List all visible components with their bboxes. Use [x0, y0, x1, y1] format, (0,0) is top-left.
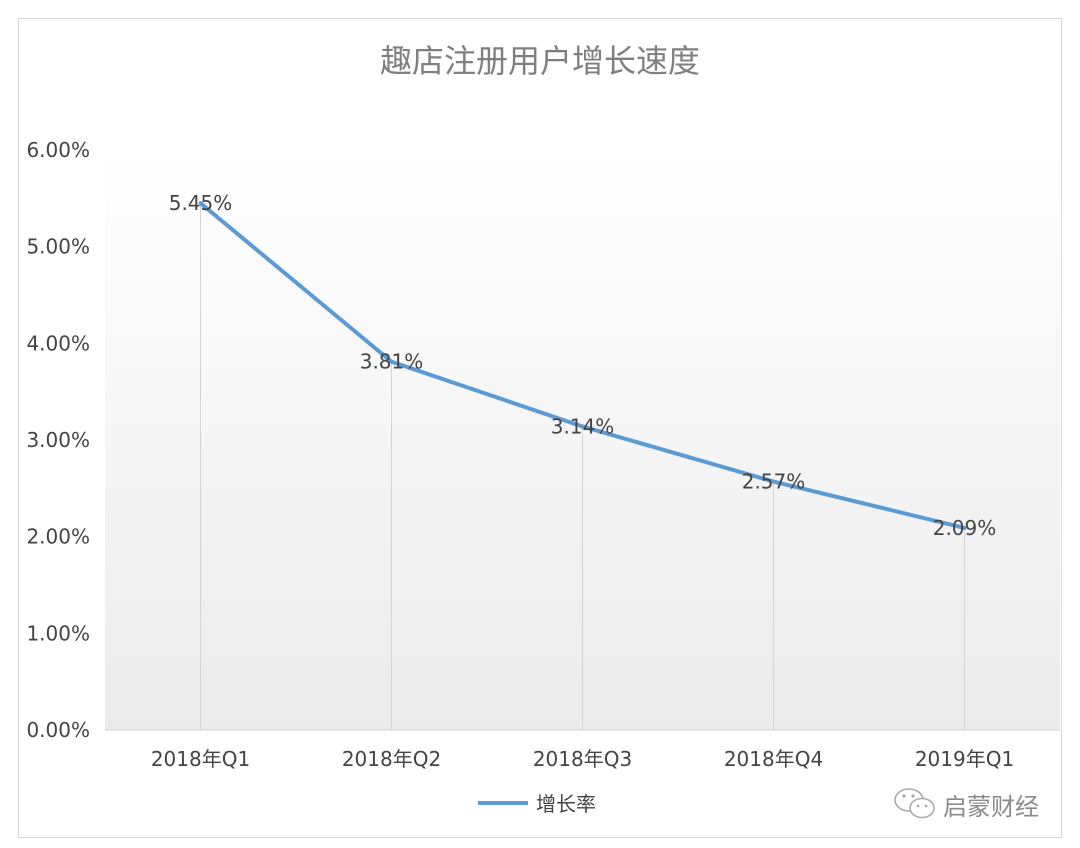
y-tick-label: 5.00% [26, 235, 90, 259]
watermark-text: 启蒙财经 [943, 792, 1039, 821]
y-tick-label: 2.00% [26, 525, 90, 549]
y-tick-label: 6.00% [26, 138, 90, 162]
x-tick-label: 2018年Q4 [724, 747, 823, 771]
data-point [962, 525, 967, 530]
data-label: 3.81% [360, 350, 424, 374]
wechat-icon [894, 788, 935, 819]
y-tick-label: 0.00% [26, 718, 90, 742]
legend: 增长率 [478, 792, 596, 816]
x-tick-label: 2018年Q2 [342, 747, 441, 771]
x-tick-label: 2018年Q3 [533, 747, 632, 771]
data-point [580, 424, 585, 429]
y-tick-label: 3.00% [26, 428, 90, 452]
data-label: 2.57% [742, 470, 806, 494]
x-tick-label: 2019年Q1 [915, 747, 1014, 771]
data-point [389, 359, 394, 364]
x-tick-label: 2018年Q1 [151, 747, 250, 771]
y-tick-label: 4.00% [26, 331, 90, 355]
data-label: 2.09% [933, 516, 997, 540]
watermark: 启蒙财经 [893, 786, 1039, 822]
data-label: 3.14% [551, 414, 615, 438]
y-tick-label: 1.00% [26, 621, 90, 645]
data-point [198, 201, 203, 206]
chart-frame [18, 18, 1062, 838]
data-point [771, 479, 776, 484]
chart-title: 趣店注册用户增长速度 [380, 42, 700, 80]
data-label: 5.45% [169, 191, 233, 215]
legend-label: 增长率 [536, 792, 596, 816]
